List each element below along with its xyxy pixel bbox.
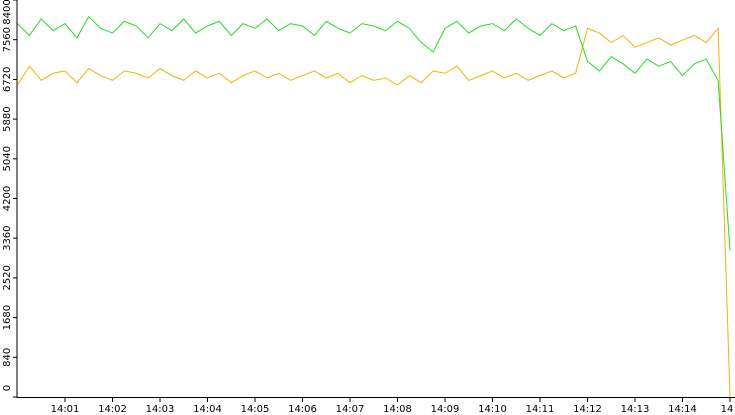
x-tick-label: 14:04 bbox=[193, 404, 222, 415]
y-tick-label: 3360 bbox=[2, 225, 13, 250]
x-tick-label: 14 bbox=[721, 404, 734, 415]
x-tick-label: 14:10 bbox=[478, 404, 507, 415]
y-tick-label: 8400 bbox=[2, 0, 13, 25]
x-tick-label: 14:06 bbox=[288, 404, 317, 415]
y-tick-label: 4200 bbox=[2, 186, 13, 211]
x-tick-label: 14:11 bbox=[526, 404, 555, 415]
y-tick-label: 6720 bbox=[2, 67, 13, 92]
x-tick-label: 14:01 bbox=[51, 404, 80, 415]
y-tick-label: 840 bbox=[2, 348, 13, 367]
x-tick-label: 14:12 bbox=[573, 404, 602, 415]
y-tick-label: 0 bbox=[2, 385, 13, 391]
series-line bbox=[17, 27, 731, 398]
x-tick-label: 14:03 bbox=[146, 404, 175, 415]
x-tick-label: 14:09 bbox=[431, 404, 460, 415]
x-tick-label: 14:13 bbox=[621, 404, 650, 415]
x-tick-label: 14:02 bbox=[98, 404, 127, 415]
x-tick-label: 14:14 bbox=[668, 404, 697, 415]
x-tick-label: 14:08 bbox=[383, 404, 412, 415]
x-tick-label: 14:07 bbox=[336, 404, 365, 415]
x-tick-label: 14:05 bbox=[241, 404, 270, 415]
y-tick-label: 2520 bbox=[2, 265, 13, 290]
y-tick-label: 1680 bbox=[2, 305, 13, 330]
series-line bbox=[17, 15, 731, 251]
y-tick-label: 7560 bbox=[2, 27, 13, 52]
y-tick-label: 5880 bbox=[2, 106, 13, 131]
y-tick-label: 5040 bbox=[2, 146, 13, 171]
